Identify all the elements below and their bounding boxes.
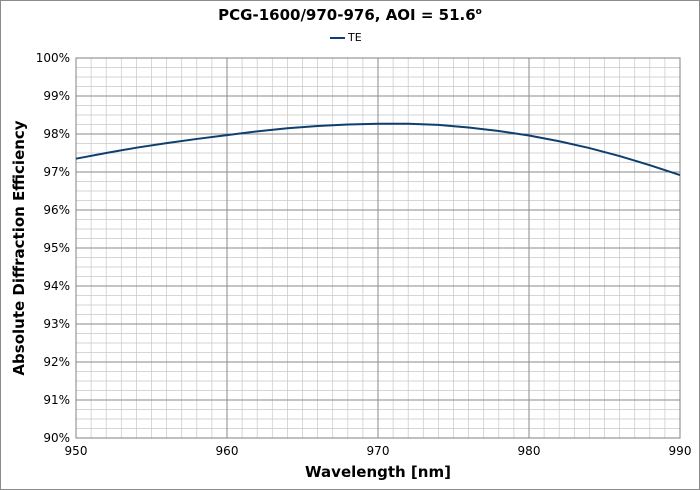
y-tick-label: 92%: [43, 355, 70, 369]
legend-line-swatch: [330, 36, 345, 39]
x-tick-label: 990: [669, 444, 692, 458]
y-tick-label: 96%: [43, 203, 70, 217]
x-tick-label: 970: [367, 444, 390, 458]
x-axis-title: Wavelength [nm]: [305, 463, 451, 481]
y-tick-label: 93%: [43, 317, 70, 331]
y-tick-label: 98%: [43, 127, 70, 141]
y-tick-label: 95%: [43, 241, 70, 255]
y-tick-label: 97%: [43, 165, 70, 179]
x-tick-label: 950: [65, 444, 88, 458]
y-axis-title: Absolute Diffraction Efficiency: [10, 120, 28, 375]
y-tick-label: 100%: [36, 51, 70, 65]
y-tick-label: 94%: [43, 279, 70, 293]
y-tick-label: 99%: [43, 89, 70, 103]
plot-area-border: [75, 57, 681, 439]
chart-title-degree: o: [475, 7, 482, 17]
x-tick-label: 980: [518, 444, 541, 458]
legend: TE: [330, 31, 362, 44]
chart-title: PCG-1600/970-976, AOI = 51.6o: [0, 6, 700, 24]
y-tick-label: 90%: [43, 431, 70, 445]
series-line-te: [75, 122, 681, 176]
y-tick-label: 91%: [43, 393, 70, 407]
x-tick-label: 960: [216, 444, 239, 458]
chart-title-text: PCG-1600/970-976, AOI = 51.6: [218, 6, 476, 24]
legend-label-te: TE: [348, 31, 362, 44]
